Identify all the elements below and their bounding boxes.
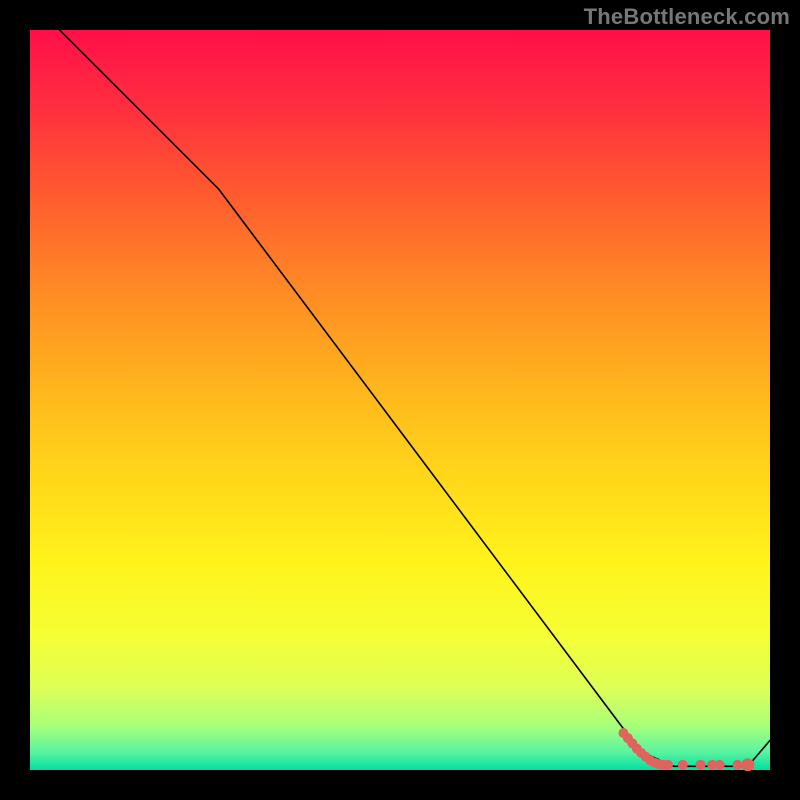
marker-dot xyxy=(678,760,688,770)
plot-gradient-background xyxy=(30,30,770,770)
marker-dot xyxy=(663,760,673,770)
frame-right xyxy=(770,0,800,800)
frame-left xyxy=(0,0,30,800)
marker-dot xyxy=(695,760,705,770)
frame-bottom xyxy=(0,770,800,800)
chart-svg xyxy=(0,0,800,800)
marker-dot-final xyxy=(741,758,754,771)
marker-dot xyxy=(715,760,725,770)
marker-dot xyxy=(732,760,742,770)
chart-stage: TheBottleneck.com xyxy=(0,0,800,800)
watermark-text: TheBottleneck.com xyxy=(584,4,790,30)
